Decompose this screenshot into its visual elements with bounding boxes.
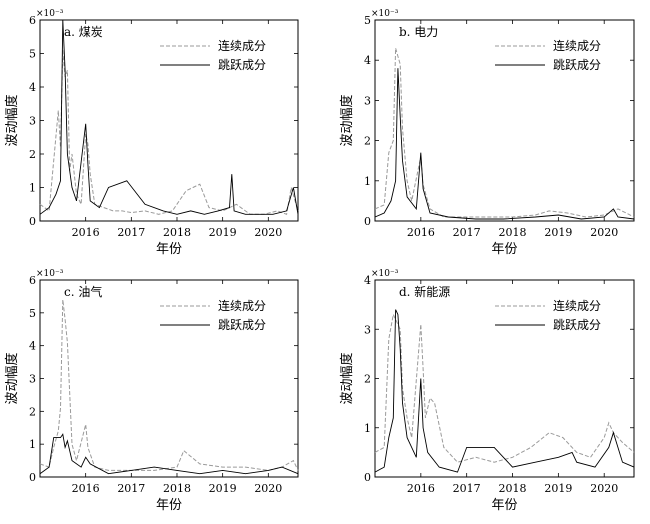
x-tick-label: 2017 bbox=[117, 226, 145, 239]
x-tick-label: 2020 bbox=[254, 482, 282, 495]
x-tick-label: 2020 bbox=[254, 226, 282, 239]
y-tick-label: 5 bbox=[364, 14, 371, 27]
y-tick-label: 0 bbox=[29, 215, 36, 228]
x-tick-label: 2019 bbox=[544, 482, 572, 495]
panel-title: b. 电力 bbox=[399, 25, 438, 39]
y-tick-label: 2 bbox=[29, 148, 36, 161]
legend-entry-continuous: 连续成分 bbox=[553, 38, 601, 53]
chart-panel-d: 0 1 2 3 4 ×10⁻³ 2016 2017 2018 2019 2020 年份 波动幅度 d. 新… bbox=[339, 269, 635, 513]
x-tick-label: 2016 bbox=[72, 482, 100, 495]
y-tick-label: 5 bbox=[29, 307, 36, 320]
x-tick-label: 2019 bbox=[209, 482, 237, 495]
chart-panel-a: 0 1 2 3 4 5 6 ×10⁻³ 2016 2017 2018 2019 2020 年份 波动幅度 a.… bbox=[4, 9, 299, 257]
y-tick-label: 3 bbox=[364, 323, 371, 336]
y-axis-label: 波动幅度 bbox=[339, 352, 355, 404]
x-tick-label: 2017 bbox=[453, 226, 481, 239]
y-tick-label: 4 bbox=[29, 340, 36, 353]
x-tick-label: 2016 bbox=[407, 482, 435, 495]
y-tick-label: 6 bbox=[29, 14, 36, 27]
y-multiplier-label: ×10⁻³ bbox=[36, 9, 64, 19]
series-line-jump bbox=[374, 68, 635, 220]
legend-entry-jump: 跳跃成分 bbox=[553, 318, 601, 332]
x-tick-label: 2018 bbox=[163, 482, 191, 495]
y-axis-label: 波动幅度 bbox=[4, 94, 20, 146]
legend-entry-jump: 跳跃成分 bbox=[218, 318, 266, 332]
y-tick-label: 3 bbox=[29, 115, 36, 128]
y-axis-label: 波动幅度 bbox=[339, 94, 355, 146]
chart-panel-b: 0 1 2 3 4 5 ×10⁻³ 2016 2017 2018 2019 2020 年份 波动幅度 b. … bbox=[339, 9, 635, 257]
y-tick-label: 0 bbox=[364, 215, 371, 228]
x-tick-label: 2019 bbox=[544, 226, 572, 239]
plot-frame bbox=[374, 19, 635, 222]
y-tick-label: 2 bbox=[29, 405, 36, 418]
y-tick-label: 1 bbox=[364, 175, 371, 188]
x-tick-label: 2016 bbox=[72, 226, 100, 239]
x-tick-label: 2018 bbox=[499, 482, 527, 495]
chart-panel-c: 0 1 2 3 4 5 6 ×10⁻³ 2016 2017 2018 2019 2020 年份 波动幅度 c.… bbox=[4, 269, 299, 513]
y-multiplier-label: ×10⁻³ bbox=[371, 9, 399, 19]
y-tick-label: 2 bbox=[364, 135, 371, 148]
series-line-continuous bbox=[39, 50, 299, 215]
y-tick-label: 1 bbox=[29, 182, 36, 195]
panel-title: d. 新能源 bbox=[399, 284, 450, 299]
y-tick-label: 1 bbox=[29, 438, 36, 451]
x-axis-label: 年份 bbox=[491, 242, 517, 257]
series-line-jump bbox=[374, 309, 635, 473]
y-tick-label: 0 bbox=[364, 471, 371, 484]
y-tick-label: 5 bbox=[29, 48, 36, 61]
x-tick-label: 2018 bbox=[499, 226, 527, 239]
panel-title: c. 油气 bbox=[64, 284, 102, 299]
series-line-jump bbox=[39, 433, 299, 475]
panel-title: a. 煤炭 bbox=[64, 25, 103, 39]
x-axis-label: 年份 bbox=[156, 498, 182, 513]
series-line-continuous bbox=[39, 299, 299, 471]
y-tick-label: 0 bbox=[29, 471, 36, 484]
x-tick-label: 2016 bbox=[407, 226, 435, 239]
x-tick-label: 2017 bbox=[453, 482, 481, 495]
x-tick-label: 2018 bbox=[163, 226, 191, 239]
y-multiplier-label: ×10⁻³ bbox=[371, 269, 399, 279]
y-tick-label: 3 bbox=[29, 373, 36, 386]
x-axis-label: 年份 bbox=[491, 498, 517, 513]
legend-entry-continuous: 连续成分 bbox=[218, 298, 266, 313]
y-tick-label: 4 bbox=[364, 274, 371, 287]
series-line-continuous bbox=[374, 47, 635, 218]
legend-entry-continuous: 连续成分 bbox=[553, 298, 601, 313]
legend-entry-jump: 跳跃成分 bbox=[218, 58, 266, 72]
y-multiplier-label: ×10⁻³ bbox=[36, 269, 64, 279]
series-line-continuous bbox=[374, 312, 635, 463]
y-tick-label: 4 bbox=[29, 81, 36, 94]
x-tick-label: 2020 bbox=[590, 226, 618, 239]
legend-entry-continuous: 连续成分 bbox=[218, 38, 266, 53]
y-tick-label: 6 bbox=[29, 274, 36, 287]
series-line-jump bbox=[39, 19, 299, 215]
y-axis-label: 波动幅度 bbox=[4, 352, 20, 404]
legend-entry-jump: 跳跃成分 bbox=[553, 58, 601, 72]
y-tick-label: 4 bbox=[364, 54, 371, 67]
y-tick-label: 1 bbox=[364, 422, 371, 435]
y-tick-label: 2 bbox=[364, 373, 371, 386]
x-tick-label: 2020 bbox=[590, 482, 618, 495]
x-tick-label: 2017 bbox=[117, 482, 145, 495]
x-tick-label: 2019 bbox=[209, 226, 237, 239]
y-tick-label: 3 bbox=[364, 94, 371, 107]
x-axis-label: 年份 bbox=[156, 242, 182, 257]
